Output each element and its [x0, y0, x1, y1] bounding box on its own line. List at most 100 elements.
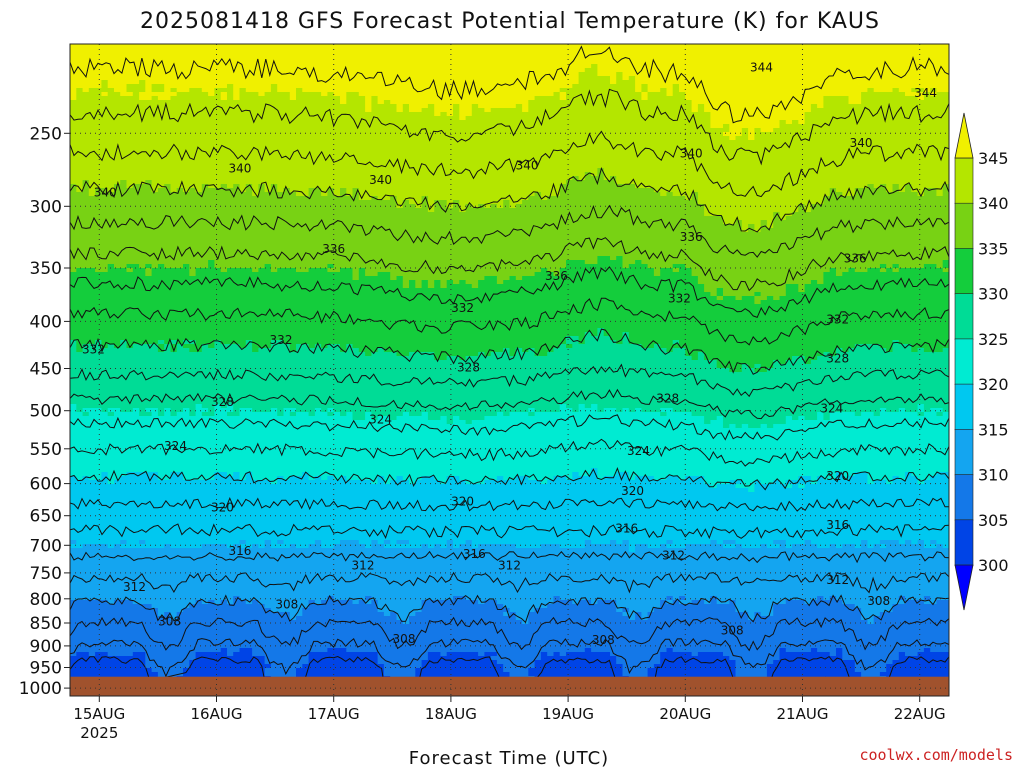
contour-line-330 — [70, 328, 949, 375]
theta-cell — [917, 96, 925, 101]
theta-cell — [854, 192, 919, 197]
colorbar-label: 345 — [978, 149, 1009, 168]
theta-cell — [540, 196, 548, 201]
theta-cell — [534, 664, 624, 669]
theta-cell — [836, 348, 843, 353]
theta-cell — [233, 544, 241, 549]
theta-cell — [208, 260, 215, 265]
theta-cell — [421, 476, 435, 481]
theta-cell — [559, 404, 567, 409]
theta-cell — [70, 144, 949, 149]
theta-cell — [82, 188, 90, 193]
theta-cell — [616, 256, 624, 261]
theta-cell — [195, 188, 203, 193]
colorbar-extend-max — [954, 112, 974, 159]
y-tick-label: 600 — [30, 475, 62, 495]
theta-cell — [421, 284, 429, 289]
theta-cell — [114, 88, 128, 93]
theta-cell — [70, 132, 724, 137]
theta-cell — [873, 88, 894, 93]
theta-cell — [471, 284, 479, 289]
theta-cell — [685, 92, 862, 97]
theta-cell — [76, 88, 84, 93]
theta-cell — [88, 476, 102, 481]
theta-cell — [854, 344, 881, 349]
theta-cell — [459, 116, 467, 121]
theta-cell — [76, 268, 96, 273]
theta-cell — [88, 184, 115, 189]
theta-cell — [754, 368, 768, 373]
theta-cell — [358, 192, 536, 197]
theta-cell — [70, 120, 711, 125]
theta-cell — [365, 600, 372, 605]
theta-cell — [817, 544, 831, 549]
theta-cell — [70, 96, 77, 101]
theta-cell — [427, 104, 435, 109]
theta-cell — [70, 72, 580, 77]
theta-cell — [421, 604, 504, 609]
theta-cell — [716, 416, 724, 421]
theta-cell — [748, 136, 755, 141]
theta-cell — [503, 280, 699, 285]
theta-cell — [653, 188, 831, 193]
theta-cell — [766, 672, 862, 677]
theta-cell — [377, 604, 423, 609]
theta-cell — [120, 544, 165, 549]
theta-cell — [515, 612, 529, 617]
theta-cell — [584, 68, 598, 73]
theta-cell — [867, 620, 875, 625]
theta-cell — [936, 88, 949, 93]
theta-cell — [453, 540, 467, 545]
theta-cell — [773, 608, 862, 613]
theta-cell — [371, 540, 379, 545]
theta-cell — [76, 408, 84, 413]
theta-cell — [396, 200, 404, 205]
theta-cell — [873, 480, 887, 485]
theta-cell — [352, 276, 360, 281]
theta-cell — [453, 104, 460, 109]
theta-cell — [365, 104, 372, 109]
theta-cell — [936, 264, 944, 269]
theta-cell — [107, 84, 128, 89]
theta-cell — [427, 208, 435, 213]
theta-cell — [346, 476, 379, 481]
theta-cell — [321, 192, 328, 197]
theta-cell — [151, 180, 567, 185]
theta-cell — [70, 624, 949, 629]
theta-cell — [126, 268, 134, 273]
theta-cell — [660, 272, 693, 277]
theta-cell — [157, 408, 165, 413]
theta-cell — [176, 88, 190, 93]
theta-cell — [704, 476, 799, 481]
theta-cell — [465, 356, 693, 361]
theta-cell — [779, 648, 787, 653]
grid-layer — [70, 44, 949, 696]
theta-cell — [346, 92, 360, 97]
theta-cell — [70, 444, 949, 449]
theta-cell — [842, 652, 900, 657]
theta-cell — [352, 416, 366, 421]
theta-cell — [70, 356, 435, 361]
theta-cell — [346, 344, 354, 349]
contour-label: 308 — [867, 594, 890, 608]
theta-cell — [691, 268, 831, 273]
theta-cell — [164, 348, 172, 353]
colorbar-segment — [954, 519, 974, 566]
theta-cell — [296, 192, 310, 197]
theta-cell — [227, 648, 241, 653]
y-tick-label: 900 — [30, 637, 62, 657]
theta-cell — [88, 652, 96, 657]
theta-cell — [139, 412, 153, 417]
theta-cell — [892, 268, 900, 273]
theta-cell — [402, 412, 410, 417]
contour-line-324 — [70, 414, 949, 441]
theta-cell — [534, 352, 548, 357]
theta-cell — [672, 540, 711, 545]
contour-label: 332 — [451, 301, 474, 315]
theta-cell — [70, 488, 749, 493]
theta-cell — [804, 120, 949, 125]
theta-cell — [396, 476, 404, 481]
theta-cell — [867, 476, 894, 481]
theta-cell — [440, 284, 448, 289]
theta-cell — [107, 472, 128, 477]
